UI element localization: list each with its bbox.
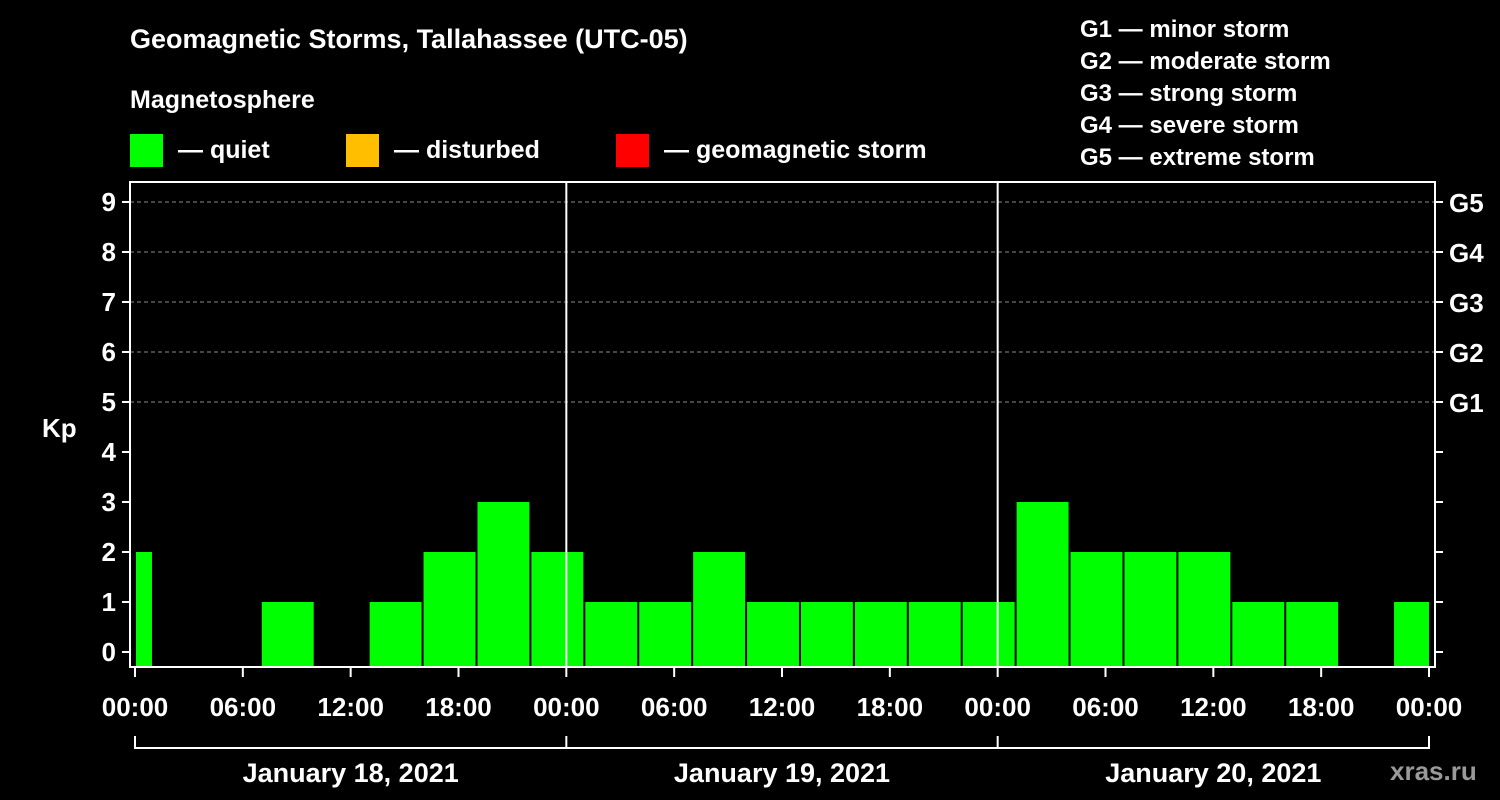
y-tick-label: 2 — [102, 537, 116, 567]
y-tick-label: 5 — [102, 387, 116, 417]
bar — [854, 602, 907, 667]
legend-swatch-quiet — [130, 133, 163, 167]
plot-frame — [129, 181, 1436, 668]
g-level-label: G5 — [1449, 188, 1484, 218]
y-axis-label: Kp — [42, 413, 77, 443]
legend-label-quiet: — quiet — [178, 135, 270, 164]
legend-label-disturbed: — disturbed — [394, 135, 540, 164]
day-label: January 18, 2021 — [243, 758, 459, 788]
bar — [1232, 602, 1285, 667]
bar — [1286, 602, 1339, 667]
legend-swatch-disturbed — [346, 133, 379, 167]
x-tick-label: 00:00 — [533, 692, 600, 722]
legend-item-disturbed: — disturbed — [346, 133, 540, 167]
watermark: xras.ru — [1390, 756, 1477, 786]
y-tick-label: 4 — [102, 437, 117, 467]
x-tick-label: 00:00 — [1396, 692, 1463, 722]
legend-swatch-storm — [616, 133, 649, 167]
x-tick-label: 18:00 — [1288, 692, 1355, 722]
storm-scale-g3: G3 — strong storm — [1080, 80, 1298, 107]
g-level-label: G1 — [1449, 388, 1484, 418]
x-tick-label: 12:00 — [1180, 692, 1247, 722]
bar — [585, 602, 638, 667]
x-tick-label: 12:00 — [317, 692, 384, 722]
x-tick-label: 06:00 — [1072, 692, 1139, 722]
y-tick-label: 8 — [102, 237, 116, 267]
bar — [1124, 552, 1177, 667]
x-tick-label: 06:00 — [210, 692, 277, 722]
bar — [423, 552, 476, 667]
y-tick-label: 7 — [102, 287, 116, 317]
bar — [1016, 502, 1069, 667]
bar — [693, 552, 746, 667]
x-tick-label: 18:00 — [425, 692, 492, 722]
storm-scale-g4: G4 — severe storm — [1080, 112, 1299, 139]
storm-scale-list: G1 — minor storm G2 — moderate storm G3 … — [1080, 14, 1331, 174]
legend-item-quiet: — quiet — [130, 133, 270, 167]
day-label: January 20, 2021 — [1105, 758, 1321, 788]
bar — [1070, 552, 1123, 667]
legend-item-storm: — geomagnetic storm — [616, 133, 927, 167]
bar — [800, 602, 853, 667]
x-tick-label: 18:00 — [857, 692, 924, 722]
bar — [477, 502, 530, 667]
y-tick-label: 0 — [102, 637, 116, 667]
x-tick-label: 12:00 — [749, 692, 816, 722]
bar — [747, 602, 799, 667]
bar — [369, 602, 422, 667]
g-level-label: G4 — [1449, 238, 1484, 268]
bar — [1178, 552, 1231, 667]
legend-label-storm: — geomagnetic storm — [664, 135, 927, 164]
bar — [908, 602, 961, 667]
bar — [531, 552, 584, 667]
g-level-label: G3 — [1449, 288, 1484, 318]
bar — [639, 602, 692, 667]
chart-subtitle: Magnetosphere — [130, 86, 315, 114]
day-label: January 19, 2021 — [674, 758, 890, 788]
bar — [1394, 602, 1429, 667]
y-tick-label: 9 — [102, 187, 116, 217]
x-tick-label: 00:00 — [102, 692, 169, 722]
y-tick-label: 1 — [102, 587, 116, 617]
storm-scale-g2: G2 — moderate storm — [1080, 48, 1331, 75]
storm-scale-g5: G5 — extreme storm — [1080, 144, 1315, 171]
y-tick-label: 6 — [102, 337, 116, 367]
x-tick-label: 00:00 — [964, 692, 1031, 722]
bar — [261, 602, 314, 667]
bar — [136, 552, 152, 667]
storm-scale-g1: G1 — minor storm — [1080, 16, 1290, 43]
g-level-label: G2 — [1449, 338, 1484, 368]
x-tick-label: 06:00 — [641, 692, 708, 722]
chart-title: Geomagnetic Storms, Tallahassee (UTC-05) — [130, 24, 688, 54]
y-tick-label: 3 — [102, 487, 116, 517]
bar — [962, 602, 1015, 667]
